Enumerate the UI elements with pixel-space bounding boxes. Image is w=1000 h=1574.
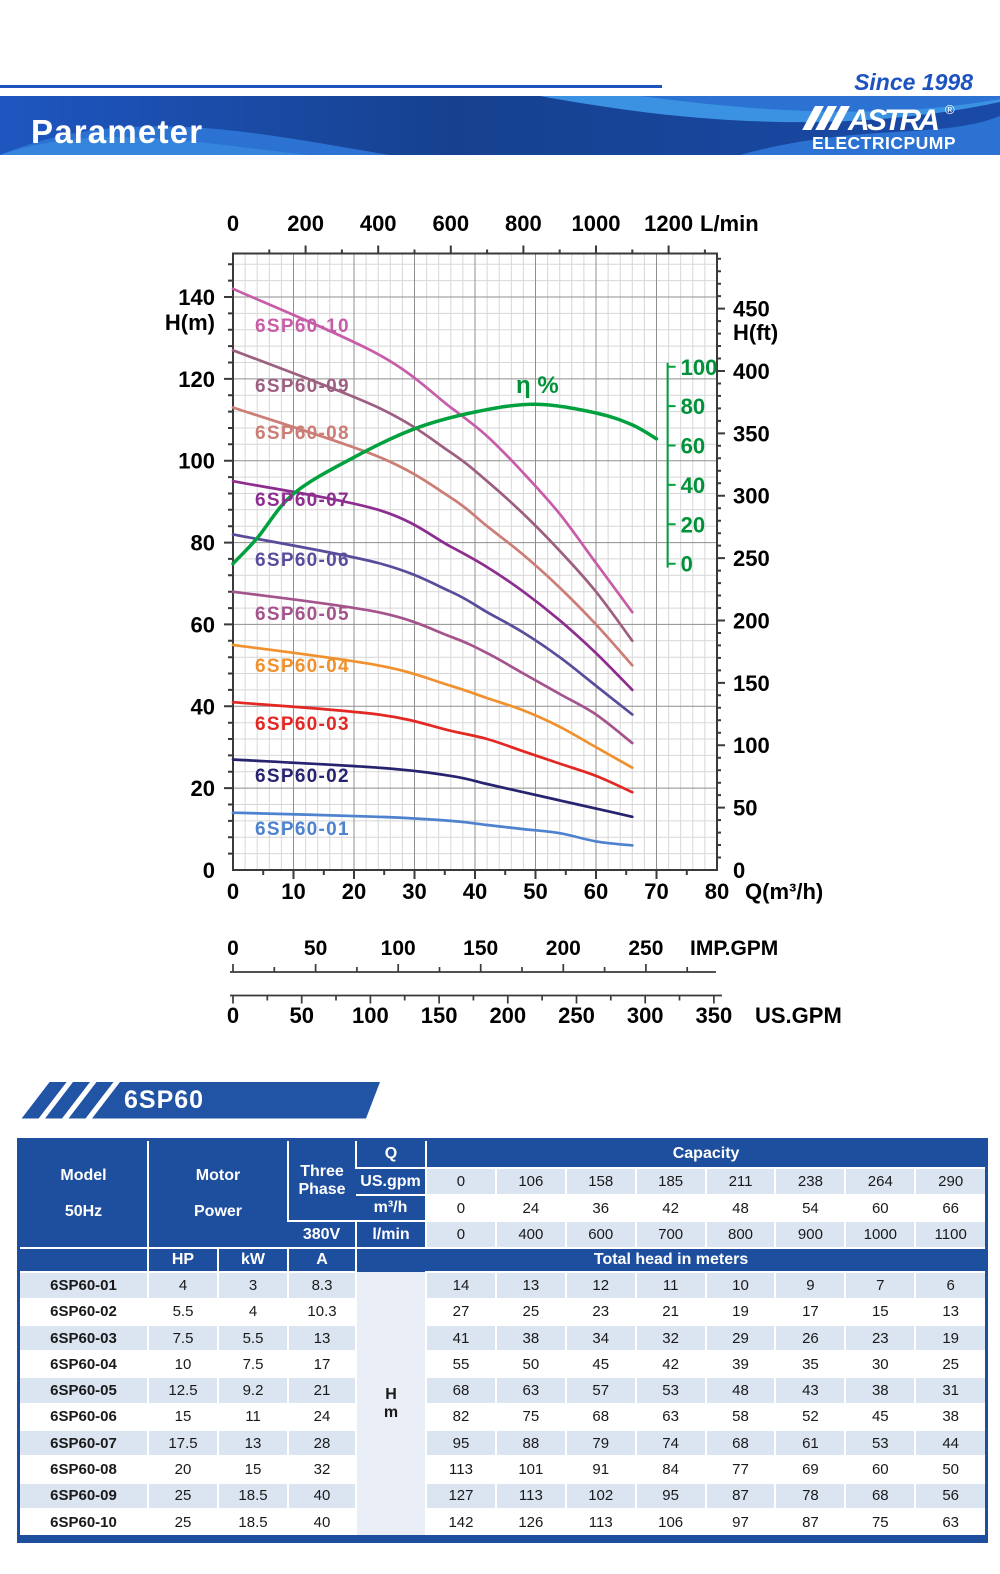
svg-text:Q(m³/h): Q(m³/h): [745, 879, 823, 904]
svg-text:250: 250: [628, 937, 663, 960]
svg-text:150: 150: [421, 1003, 458, 1028]
svg-text:150: 150: [463, 937, 498, 960]
svg-text:450: 450: [733, 297, 770, 322]
svg-text:350: 350: [733, 421, 770, 446]
svg-text:100: 100: [681, 355, 718, 380]
svg-text:50: 50: [304, 937, 327, 960]
svg-text:120: 120: [178, 367, 215, 392]
svg-text:0: 0: [203, 858, 215, 883]
svg-text:IMP.GPM: IMP.GPM: [690, 937, 778, 960]
svg-text:40: 40: [191, 694, 215, 719]
svg-text:1200: 1200: [644, 211, 693, 236]
svg-text:6SP60-04: 6SP60-04: [255, 656, 350, 677]
svg-text:ELECTRICPUMP: ELECTRICPUMP: [812, 133, 956, 153]
svg-text:60: 60: [191, 612, 215, 637]
svg-text:150: 150: [733, 671, 770, 696]
svg-text:40: 40: [463, 879, 487, 904]
svg-text:20: 20: [681, 512, 705, 537]
svg-text:6SP60-06: 6SP60-06: [255, 550, 350, 571]
svg-text:6SP60-02: 6SP60-02: [255, 766, 350, 787]
svg-text:6SP60-09: 6SP60-09: [255, 376, 350, 397]
svg-text:10: 10: [281, 879, 305, 904]
svg-text:®: ®: [945, 102, 955, 117]
svg-text:6SP60-10: 6SP60-10: [255, 316, 350, 337]
svg-text:ASTRA: ASTRA: [847, 104, 940, 137]
svg-text:H(ft): H(ft): [733, 320, 778, 345]
svg-text:1000: 1000: [572, 211, 621, 236]
svg-text:H(m): H(m): [165, 310, 215, 335]
svg-text:80: 80: [705, 879, 729, 904]
svg-text:US.GPM: US.GPM: [755, 1003, 842, 1028]
svg-text:η %: η %: [516, 372, 559, 399]
svg-text:0: 0: [227, 211, 239, 236]
svg-text:600: 600: [432, 211, 469, 236]
svg-text:100: 100: [352, 1003, 389, 1028]
svg-text:80: 80: [681, 394, 705, 419]
svg-text:70: 70: [644, 879, 668, 904]
svg-text:50: 50: [523, 879, 547, 904]
svg-text:20: 20: [342, 879, 366, 904]
svg-text:300: 300: [733, 484, 770, 509]
svg-text:40: 40: [681, 473, 705, 498]
svg-text:100: 100: [733, 733, 770, 758]
svg-text:6SP60-01: 6SP60-01: [255, 819, 350, 840]
svg-text:0: 0: [227, 879, 239, 904]
svg-text:80: 80: [191, 531, 215, 556]
svg-text:50: 50: [289, 1003, 313, 1028]
svg-text:250: 250: [733, 546, 770, 571]
svg-text:140: 140: [178, 285, 215, 310]
svg-text:20: 20: [191, 776, 215, 801]
svg-text:0: 0: [733, 858, 745, 883]
svg-text:200: 200: [546, 937, 581, 960]
svg-text:0: 0: [227, 937, 239, 960]
svg-text:6SP60-03: 6SP60-03: [255, 714, 350, 735]
svg-text:0: 0: [681, 552, 693, 577]
svg-text:6SP60-07: 6SP60-07: [255, 490, 350, 511]
svg-text:350: 350: [696, 1003, 733, 1028]
svg-text:200: 200: [287, 211, 324, 236]
svg-text:100: 100: [381, 937, 416, 960]
svg-text:200: 200: [733, 609, 770, 634]
svg-text:200: 200: [489, 1003, 526, 1028]
svg-text:30: 30: [402, 879, 426, 904]
svg-text:6SP60-05: 6SP60-05: [255, 604, 350, 625]
svg-text:60: 60: [584, 879, 608, 904]
svg-text:6SP60-08: 6SP60-08: [255, 423, 350, 444]
svg-text:60: 60: [681, 434, 705, 459]
svg-text:L/min: L/min: [700, 211, 759, 236]
svg-text:100: 100: [178, 449, 215, 474]
svg-text:50: 50: [733, 796, 757, 821]
svg-text:0: 0: [227, 1003, 239, 1028]
svg-text:400: 400: [733, 359, 770, 384]
svg-text:400: 400: [360, 211, 397, 236]
svg-text:250: 250: [558, 1003, 595, 1028]
svg-text:800: 800: [505, 211, 542, 236]
svg-text:300: 300: [627, 1003, 664, 1028]
